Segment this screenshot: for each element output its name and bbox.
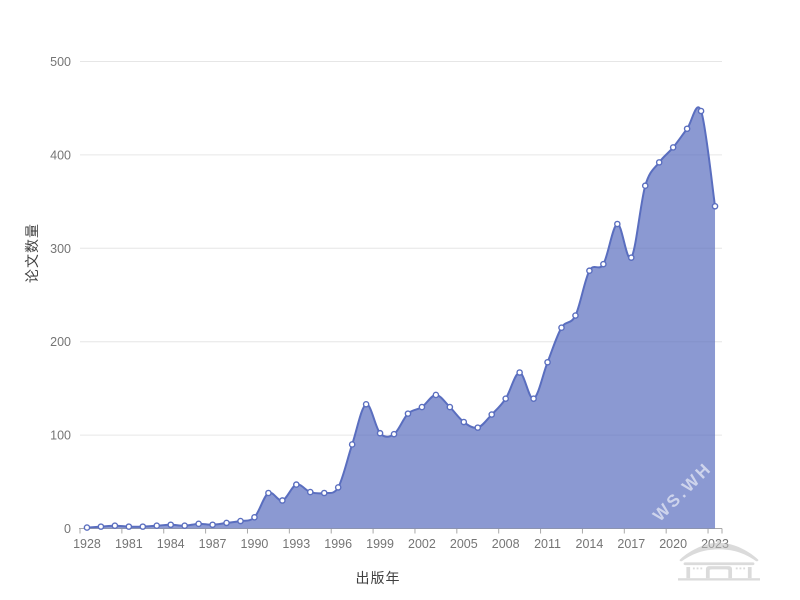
data-point xyxy=(223,519,230,527)
data-point xyxy=(530,395,537,402)
data-point xyxy=(125,523,133,530)
x-tick-label: 1928 xyxy=(73,537,101,551)
y-axis-labels: 0 100 200 300 400 500 xyxy=(50,55,71,536)
data-point xyxy=(293,481,300,488)
data-point xyxy=(390,430,398,438)
data-point xyxy=(460,418,468,426)
data-point xyxy=(139,523,147,530)
x-tick-label: 2014 xyxy=(576,537,604,551)
data-point xyxy=(641,182,649,190)
data-point xyxy=(697,107,705,115)
data-point xyxy=(195,520,202,528)
data-point xyxy=(334,484,342,491)
data-point xyxy=(111,522,119,530)
series-line xyxy=(85,106,717,529)
chinese-pavilion-icon xyxy=(678,540,760,581)
x-tick-label: 1981 xyxy=(115,537,143,551)
data-point xyxy=(348,441,356,448)
data-point xyxy=(474,424,482,431)
y-tick-label: 0 xyxy=(64,522,71,536)
x-tick-label: 2005 xyxy=(450,537,478,551)
y-tick-label: 500 xyxy=(50,55,71,69)
data-point xyxy=(167,521,175,529)
y-axis-title: 论文数量 xyxy=(24,223,40,283)
data-point xyxy=(265,489,272,497)
series-area xyxy=(86,107,716,529)
y-tick-label: 200 xyxy=(50,335,71,349)
data-point xyxy=(516,369,523,376)
x-tick-label: 1999 xyxy=(366,537,394,551)
data-point xyxy=(153,522,161,530)
x-axis xyxy=(79,528,723,534)
data-point xyxy=(306,488,314,496)
data-point xyxy=(669,144,677,151)
data-point xyxy=(279,497,286,504)
x-tick-label: 1984 xyxy=(157,537,185,551)
data-point xyxy=(209,521,216,529)
data-point xyxy=(711,202,719,210)
data-point xyxy=(627,254,635,261)
x-axis-labels: 1928 1981 1984 1987 1990 1993 1996 1999 2002 2005… xyxy=(73,537,729,551)
x-tick-label: 1996 xyxy=(324,537,352,551)
y-tick-label: 300 xyxy=(50,242,71,256)
y-tick-label: 100 xyxy=(50,429,71,443)
y-tick-label: 400 xyxy=(50,148,71,162)
data-point xyxy=(683,125,691,133)
data-point xyxy=(544,358,551,366)
data-point xyxy=(418,403,426,411)
data-point xyxy=(655,159,663,166)
data-point xyxy=(97,523,105,530)
x-tick-label: 1990 xyxy=(241,537,269,551)
x-tick-label: 2017 xyxy=(617,537,645,551)
x-tick-label: 2020 xyxy=(659,537,687,551)
data-point xyxy=(83,524,91,531)
data-points xyxy=(83,107,719,531)
data-point xyxy=(376,429,384,437)
x-axis-title: 出版年 xyxy=(355,570,401,586)
x-tick-label: 1993 xyxy=(282,537,310,551)
x-tick-label: 2008 xyxy=(492,537,520,551)
data-point xyxy=(586,267,593,275)
data-point xyxy=(572,312,579,319)
data-point xyxy=(488,411,496,418)
data-point xyxy=(362,400,370,408)
data-point xyxy=(181,522,188,530)
data-point xyxy=(600,260,607,268)
data-point xyxy=(502,395,509,402)
x-tick-label: 2011 xyxy=(534,537,561,551)
data-point xyxy=(237,517,244,525)
x-tick-label: 2002 xyxy=(408,537,436,551)
data-point xyxy=(558,324,565,331)
data-point xyxy=(320,489,328,497)
data-point xyxy=(251,513,258,521)
x-tick-label: 1987 xyxy=(199,537,227,551)
data-point xyxy=(446,403,454,411)
data-point xyxy=(404,410,412,417)
data-point xyxy=(614,220,621,228)
data-point xyxy=(432,391,440,399)
